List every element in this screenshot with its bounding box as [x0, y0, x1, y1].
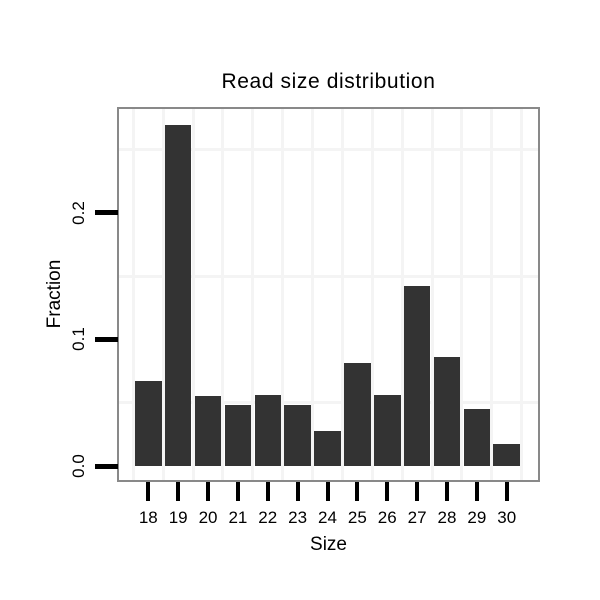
x-tick-26 — [385, 482, 390, 501]
x-tick-27 — [415, 482, 420, 501]
y-tick-0.0 — [95, 463, 118, 469]
v-gridline — [520, 109, 524, 480]
x-tick-20 — [206, 482, 211, 501]
x-tick-19 — [176, 482, 181, 501]
x-tick-22 — [265, 482, 270, 501]
x-tick-24 — [325, 482, 330, 501]
bar-size-19 — [164, 125, 192, 466]
x-tick-label-29: 29 — [467, 508, 487, 527]
x-tick-label-23: 23 — [288, 508, 308, 527]
v-gridline — [221, 109, 225, 480]
bar-size-22 — [254, 395, 282, 466]
v-gridline — [430, 109, 434, 480]
x-tick-label-19: 19 — [168, 508, 188, 527]
y-axis-title: Fraction — [44, 259, 65, 329]
v-gridline — [161, 109, 165, 480]
y-tick-0.2 — [95, 210, 118, 216]
x-tick-28 — [445, 482, 449, 501]
bar-size-24 — [314, 430, 341, 466]
x-tick-label-22: 22 — [258, 508, 278, 527]
x-tick-label-20: 20 — [198, 508, 218, 527]
x-tick-label-24: 24 — [318, 508, 337, 527]
x-tick-23 — [295, 482, 300, 501]
bar-size-28 — [433, 357, 461, 466]
bar-size-29 — [463, 409, 491, 466]
chart-title: Read size distribution — [221, 70, 436, 93]
y-tick-0.1 — [95, 336, 118, 342]
v-gridline — [131, 109, 135, 480]
bar-size-27 — [403, 286, 431, 466]
bar-size-30 — [493, 444, 520, 466]
v-gridline — [311, 109, 315, 480]
x-tick-label-30: 30 — [497, 508, 517, 527]
x-tick-label-25: 25 — [347, 508, 367, 527]
x-tick-29 — [474, 482, 479, 501]
x-tick-25 — [355, 482, 360, 501]
v-gridline — [281, 109, 285, 480]
bar-size-26 — [374, 395, 401, 466]
v-gridline — [490, 109, 494, 480]
bar-size-25 — [344, 363, 371, 466]
v-gridline — [340, 109, 344, 480]
bar-size-23 — [284, 405, 311, 466]
x-tick-label-21: 21 — [228, 508, 248, 527]
v-gridline — [251, 109, 255, 480]
bar-size-21 — [224, 405, 252, 466]
bar-size-18 — [135, 381, 162, 466]
plot-panel — [117, 107, 540, 482]
x-tick-label-28: 28 — [437, 508, 457, 527]
x-tick-label-26: 26 — [377, 508, 397, 527]
v-gridline — [460, 109, 464, 480]
x-tick-label-27: 27 — [407, 508, 427, 527]
h-gridline — [119, 147, 538, 151]
y-tick-label-0.1: 0.1 — [69, 327, 88, 352]
h-gridline — [119, 401, 538, 405]
h-gridline — [119, 274, 538, 278]
y-tick-label-0.2: 0.2 — [69, 200, 88, 225]
v-gridline — [191, 109, 195, 480]
v-gridline — [370, 109, 374, 480]
bar-size-20 — [194, 396, 222, 466]
y-tick-label-0.0: 0.0 — [69, 454, 88, 478]
x-tick-label-18: 18 — [138, 508, 158, 527]
v-gridline — [400, 109, 404, 480]
x-tick-21 — [235, 482, 240, 501]
x-axis-title: Size — [310, 534, 347, 555]
x-tick-18 — [146, 482, 151, 501]
x-tick-30 — [504, 482, 509, 501]
